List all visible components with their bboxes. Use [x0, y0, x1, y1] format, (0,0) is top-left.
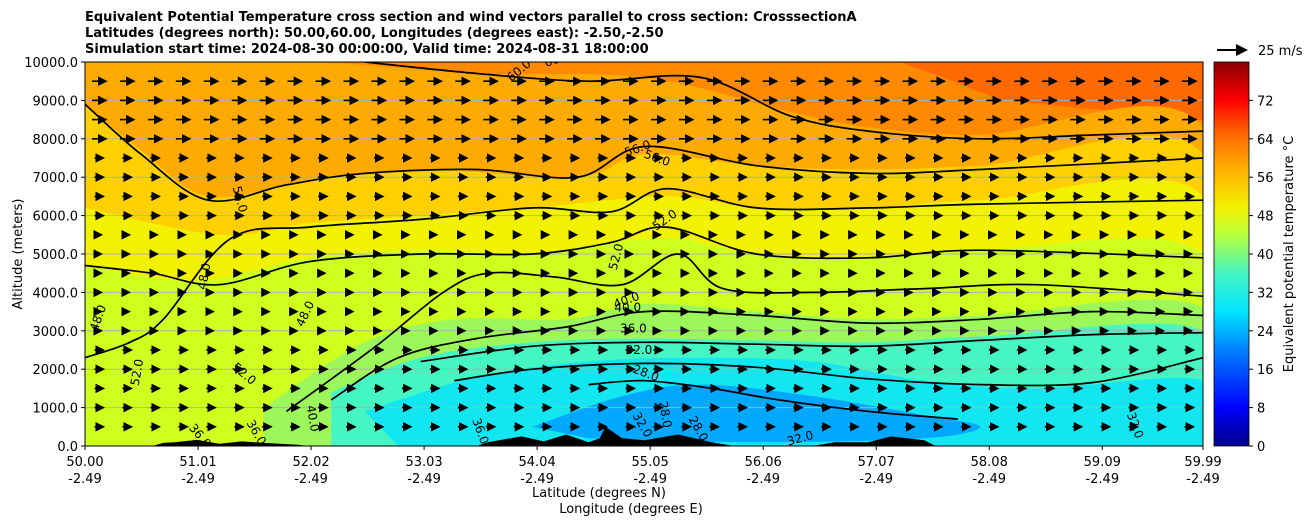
x-tick-label-lon: -2.49: [68, 472, 102, 487]
contour-label: 32.0: [785, 428, 814, 448]
y-axis-label: Altitude (meters): [11, 199, 26, 310]
contour-32.0: [454, 356, 1203, 387]
x-tick-label-lon: -2.49: [520, 472, 554, 487]
contour-label: 36.0: [620, 322, 647, 336]
colorbar-tick-label: 0: [1257, 440, 1265, 455]
y-tick-label: 0.0: [57, 440, 78, 455]
x-tick-label-lon: -2.49: [294, 472, 328, 487]
x-axis-label-lon: Longitude (degrees E): [559, 502, 703, 517]
contour-28.0: [588, 379, 958, 420]
y-tick-label: 8000.0: [33, 133, 79, 148]
x-tick-label-lat: 59.99: [1184, 455, 1221, 470]
contour-label: 52.0: [606, 242, 626, 271]
y-tick-label: 9000.0: [33, 94, 79, 109]
x-tick-label-lat: 50.00: [66, 455, 103, 470]
chart-title-line-1: Equivalent Potential Temperature cross s…: [85, 10, 857, 25]
colorbar-tick-label: 8: [1257, 402, 1265, 417]
colorbar-label: Equivalent potential temperature °C: [1282, 136, 1297, 372]
x-tick-label-lon: -2.49: [972, 472, 1006, 487]
colorbar: [1213, 61, 1250, 447]
y-tick-label: 10000.0: [24, 56, 78, 71]
contour-60.0: [364, 62, 1203, 140]
x-tick-label-lon: -2.49: [181, 472, 215, 487]
y-tick-label: 6000.0: [33, 210, 79, 225]
contour-label: 48.0: [195, 262, 213, 291]
contour-label: 40.0: [304, 404, 322, 433]
quiver-key-label: 25 m/s: [1258, 44, 1303, 59]
x-tick-label-lon: -2.49: [407, 472, 441, 487]
x-tick-label-lat: 57.07: [858, 455, 895, 470]
contour-label: 60.0: [586, 51, 613, 65]
y-tick-label: 5000.0: [33, 248, 79, 263]
colorbar-tick-label: 40: [1257, 248, 1274, 263]
x-tick-label-lon: -2.49: [746, 472, 780, 487]
x-tick-label-lat: 51.01: [179, 455, 216, 470]
x-tick-label-lon: -2.49: [1085, 472, 1119, 487]
colorbar-tick-label: 48: [1257, 210, 1274, 225]
contour-label: 40.0: [614, 301, 641, 315]
x-tick-label-lon: -2.49: [1186, 472, 1220, 487]
high-theta-band: [900, 62, 1203, 120]
y-tick-label: 2000.0: [33, 363, 79, 378]
colorbar-tick-label: 32: [1257, 286, 1274, 301]
x-tick-label-lat: 56.06: [745, 455, 782, 470]
contour-label: 56.0: [230, 184, 250, 213]
contour-44.0: [285, 253, 1203, 413]
colorbar-tick-label: 64: [1257, 133, 1274, 148]
x-tick-label-lat: 58.08: [971, 455, 1008, 470]
x-tick-label-lon: -2.49: [633, 472, 667, 487]
chart-title-line-3: Simulation start time: 2024-08-30 00:00:…: [85, 42, 649, 57]
chart-title-line-2: Latitudes (degrees north): 50.00,60.00, …: [85, 26, 664, 41]
x-tick-label-lon: -2.49: [859, 472, 893, 487]
terrain: [152, 426, 936, 446]
x-tick-label-lat: 54.04: [519, 455, 556, 470]
fill-band: [532, 384, 981, 443]
plot-area: 60.0 60. 60.056.056.052.052.056.048.048.0 4…: [85, 50, 1203, 448]
x-tick-label-lat: 53.03: [405, 455, 442, 470]
x-tick-label-lat: 59.09: [1084, 455, 1121, 470]
x-axis-label-lat: Latitude (degrees N): [532, 486, 666, 501]
x-tick-label-lat: 52.02: [292, 455, 329, 470]
colorbar-tick-label: 24: [1257, 325, 1274, 340]
contour-label: 52.0: [128, 358, 146, 387]
contour-label: 28.0: [656, 400, 674, 429]
contour-label: 32.0: [626, 343, 653, 357]
y-tick-label: 4000.0: [33, 286, 79, 301]
contour-48.0: [85, 226, 1203, 286]
contour-label: 60.: [542, 50, 565, 70]
y-tick-label: 1000.0: [33, 402, 79, 417]
colorbar-tick-label: 56: [1257, 171, 1274, 186]
colorbar-tick-label: 72: [1257, 94, 1274, 109]
y-tick-label: 7000.0: [33, 171, 79, 186]
y-tick-label: 3000.0: [33, 325, 79, 340]
x-tick-label-lat: 55.05: [632, 455, 669, 470]
colorbar-tick-label: 16: [1257, 363, 1274, 378]
